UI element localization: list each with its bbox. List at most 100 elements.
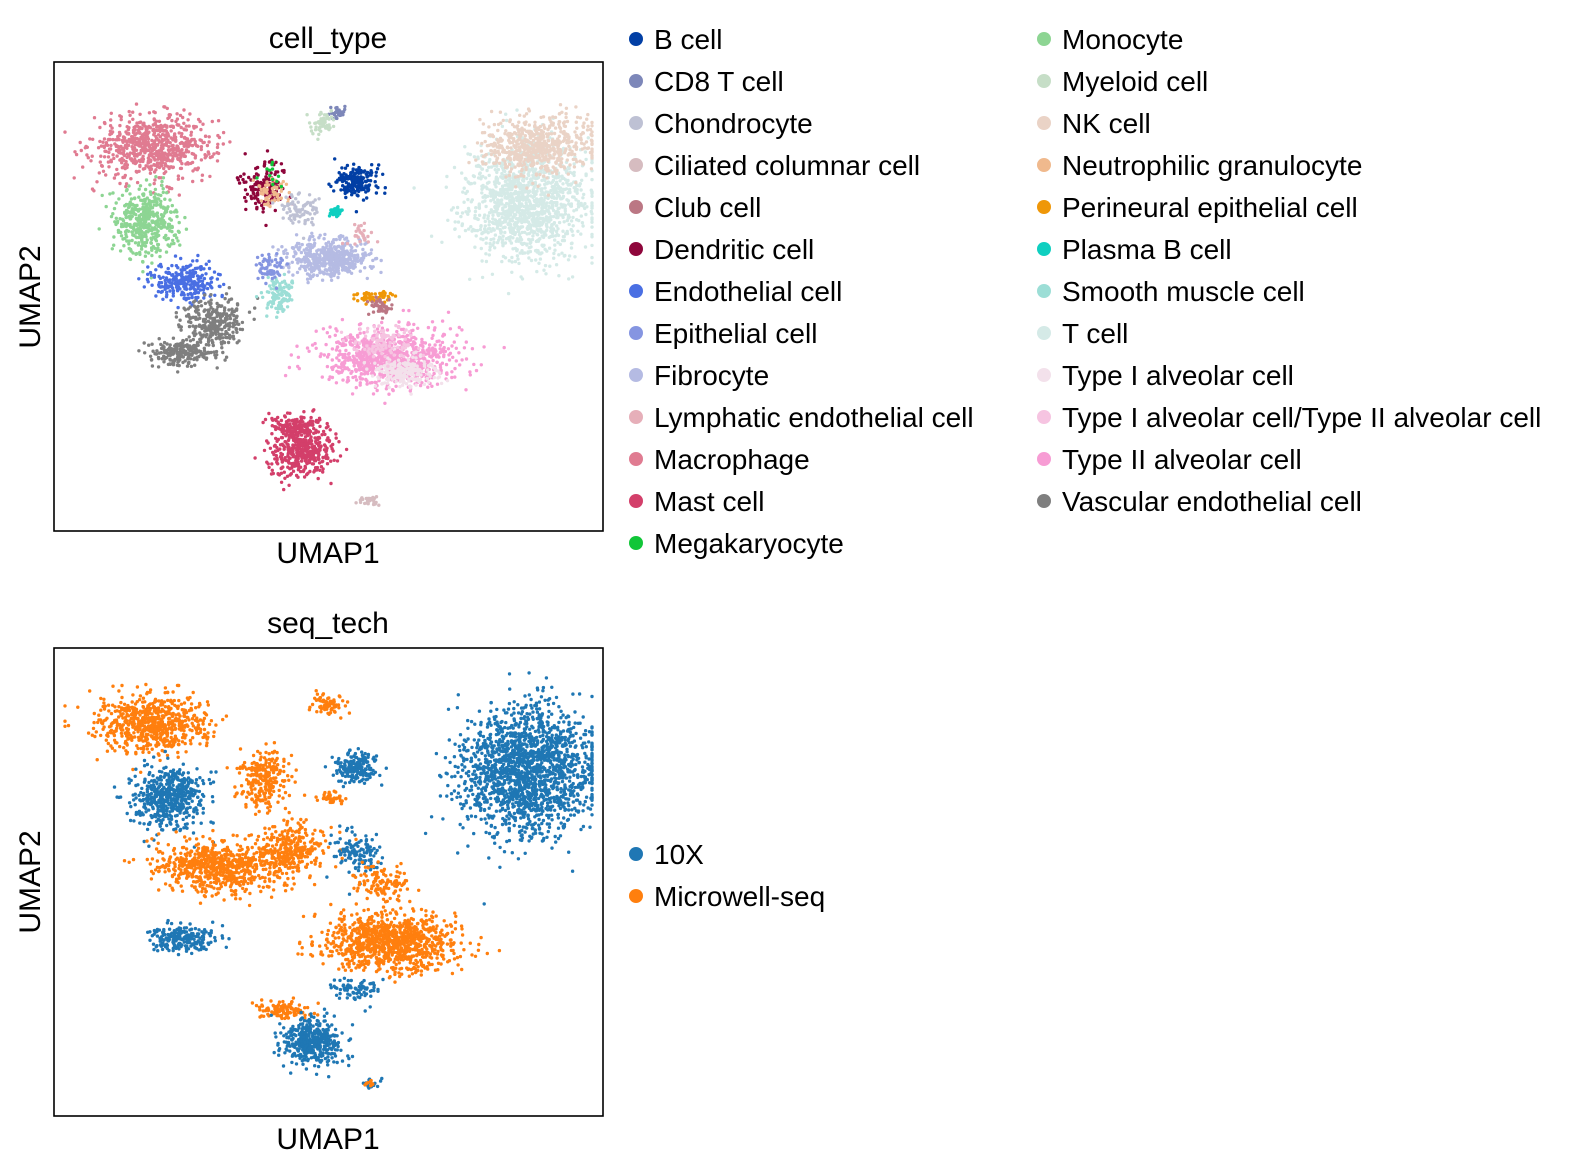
scatter-point [516, 196, 521, 200]
scatter-point [295, 241, 300, 246]
scatter-point [144, 213, 149, 217]
scatter-point [466, 197, 470, 202]
scatter-point [514, 132, 518, 136]
scatter-point [158, 254, 162, 259]
scatter-point [377, 163, 381, 167]
scatter-point [508, 158, 513, 162]
scatter-point [538, 172, 542, 177]
scatter-point [544, 181, 549, 186]
scatter-point [100, 193, 104, 198]
scatter-point [363, 169, 367, 173]
scatter-point [257, 184, 261, 188]
scatter-point [549, 227, 553, 231]
scatter-point [186, 357, 190, 361]
scatter-point [357, 171, 361, 175]
scatter-point [353, 171, 358, 176]
scatter-point [99, 154, 103, 158]
scatter-point [315, 273, 319, 278]
scatter-point [383, 191, 387, 195]
scatter-point [379, 258, 383, 263]
scatter-point [569, 246, 574, 250]
scatter-point [163, 278, 167, 283]
scatter-point [92, 189, 96, 193]
scatter-point [545, 176, 549, 180]
scatter-point [197, 313, 201, 317]
scatter-point [478, 117, 482, 122]
scatter-point [579, 214, 583, 218]
scatter-point [154, 227, 158, 231]
scatter-point [189, 161, 193, 166]
scatter-point [174, 271, 178, 275]
scatter-point [519, 275, 523, 279]
scatter-point [352, 162, 356, 166]
scatter-point [159, 351, 163, 355]
scatter-point [88, 137, 92, 141]
scatter-point [500, 194, 504, 198]
scatter-point [231, 334, 235, 339]
scatter-point [561, 182, 565, 186]
scatter-point [226, 340, 231, 345]
scatter-point [313, 121, 317, 126]
scatter-point [552, 221, 557, 225]
scatter-point [117, 147, 121, 151]
scatter-point [161, 190, 165, 195]
scatter-point [554, 160, 558, 165]
scatter-point [129, 140, 133, 144]
scatter-point [235, 341, 239, 345]
scatter-point [567, 144, 571, 148]
scatter-point [174, 277, 178, 281]
scatter-point [103, 149, 107, 153]
scatter-point [506, 291, 511, 296]
scatter-point [177, 157, 181, 162]
scatter-point [227, 286, 231, 290]
scatter-point [146, 265, 150, 269]
scatter-point [157, 233, 161, 238]
scatter-point [468, 277, 472, 281]
scatter-point [134, 102, 139, 106]
scatter-point [111, 212, 115, 216]
scatter-point [231, 330, 235, 334]
scatter-point [106, 137, 111, 142]
scatter-point [483, 199, 487, 203]
scatter-point [202, 140, 206, 145]
scatter-point [199, 299, 203, 303]
scatter-point [291, 273, 295, 277]
scatter-point [583, 245, 588, 249]
scatter-point [290, 298, 294, 302]
scatter-point [173, 233, 178, 237]
scatter-point [160, 132, 165, 137]
scatter-point [555, 210, 559, 214]
scatter-point [532, 231, 536, 235]
scatter-point [183, 267, 187, 272]
scatter-point [495, 240, 500, 245]
scatter-point [187, 324, 192, 329]
scatter-point [315, 249, 319, 253]
scatter-point [215, 151, 219, 155]
scatter-point [573, 130, 577, 134]
scatter-point [208, 174, 212, 179]
scatter-point [507, 173, 512, 178]
scatter-point [537, 261, 541, 265]
scatter-point [245, 192, 250, 196]
scatter-point [132, 151, 136, 155]
scatter-point [294, 233, 299, 237]
scatter-point [535, 217, 539, 222]
scatter-point [166, 266, 170, 271]
scatter-point [446, 218, 450, 222]
scatter-point [479, 149, 484, 153]
scatter-point [523, 190, 527, 194]
scatter-point [214, 336, 218, 341]
scatter-point [210, 286, 214, 290]
scatter-point [172, 210, 177, 214]
scatter-point [590, 177, 594, 182]
scatter-point [95, 180, 99, 184]
scatter-point [513, 175, 518, 179]
scatter-point [543, 126, 547, 130]
scatter-point [182, 108, 186, 112]
scatter-point [517, 226, 521, 230]
scatter-point [374, 256, 379, 261]
scatter-point [579, 202, 583, 207]
scatter-point [503, 225, 507, 229]
scatter-point [542, 192, 546, 196]
scatter-point [329, 105, 333, 110]
